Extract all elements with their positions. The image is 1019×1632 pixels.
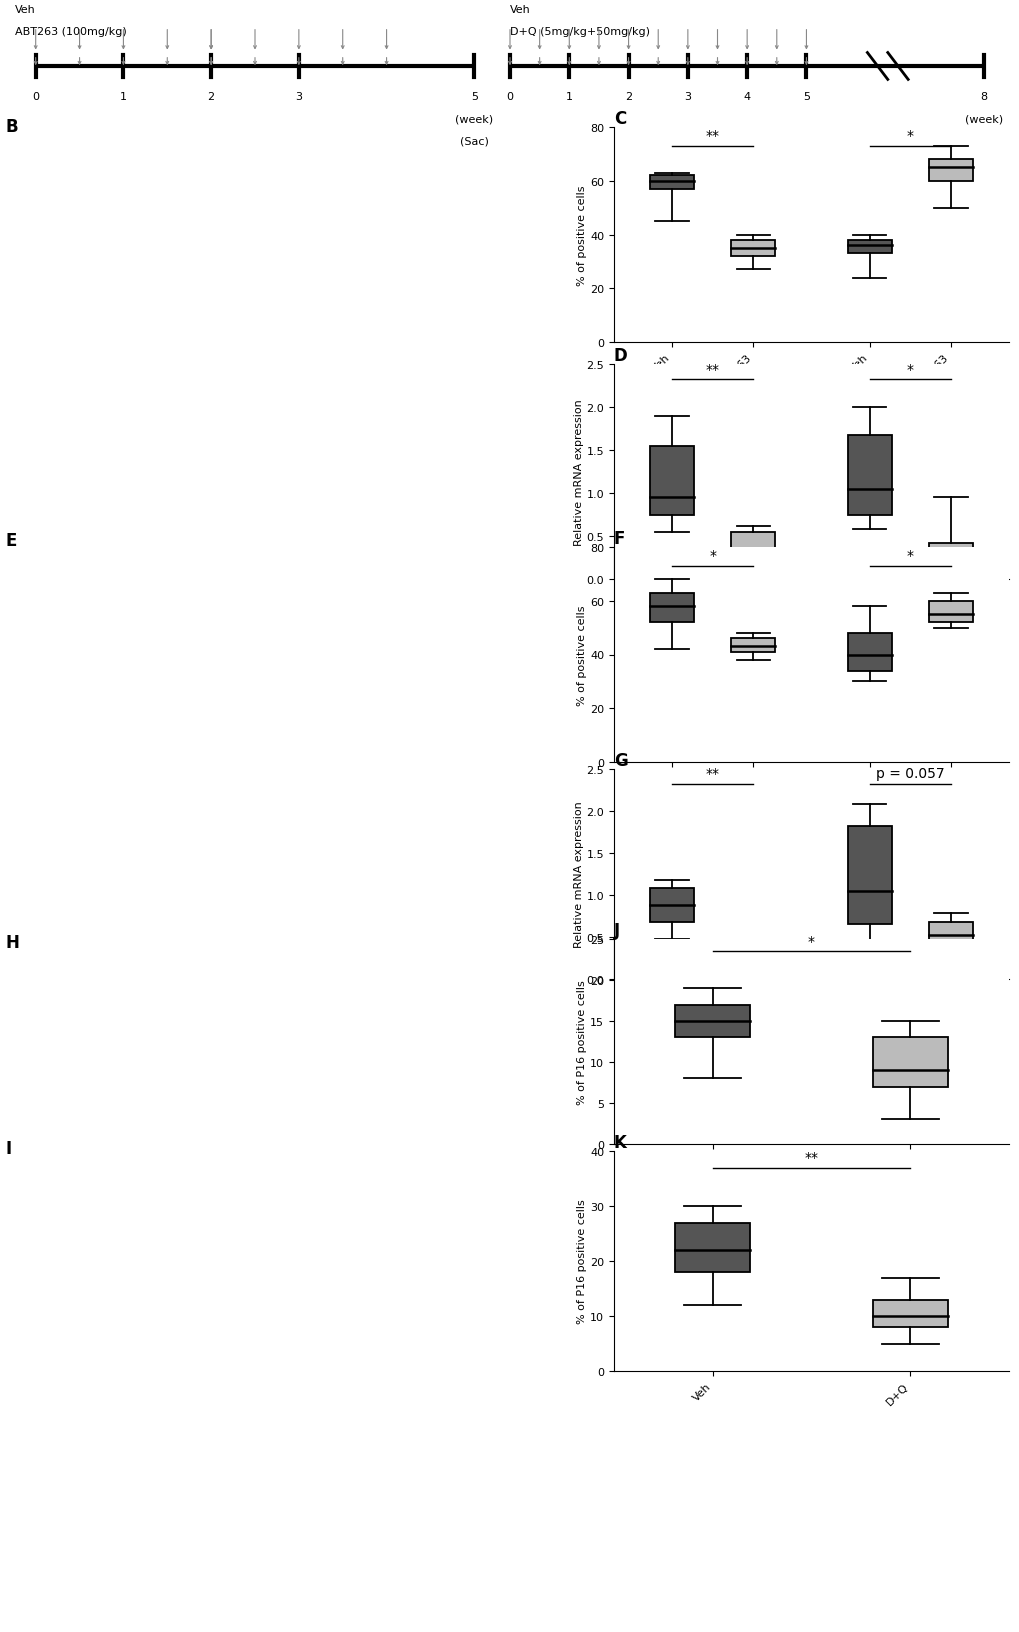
- Bar: [872, 1038, 947, 1087]
- Y-axis label: % of positive cells: % of positive cells: [577, 605, 587, 705]
- Bar: [928, 160, 972, 181]
- Bar: [928, 543, 972, 561]
- Bar: [847, 242, 891, 255]
- Bar: [847, 436, 891, 516]
- Bar: [649, 889, 694, 922]
- Bar: [731, 640, 774, 653]
- Text: 5: 5: [471, 91, 477, 101]
- Text: *: *: [708, 548, 715, 563]
- Bar: [872, 1299, 947, 1327]
- Text: (week): (week): [454, 114, 493, 124]
- Text: Veh: Veh: [510, 5, 530, 15]
- Text: 1: 1: [120, 91, 126, 101]
- Text: B: B: [6, 118, 18, 135]
- Text: D: D: [613, 346, 627, 364]
- Text: **: **: [804, 1151, 817, 1164]
- Text: *: *: [906, 129, 913, 144]
- Text: 4: 4: [743, 91, 750, 101]
- Text: (week): (week): [964, 114, 1003, 124]
- Y-axis label: Relative mRNA expression: Relative mRNA expression: [573, 398, 583, 545]
- Bar: [928, 601, 972, 623]
- Bar: [731, 956, 774, 966]
- Text: **: **: [705, 767, 719, 780]
- Bar: [675, 1222, 750, 1273]
- Text: D+Q (5mg/kg+50mg/kg): D+Q (5mg/kg+50mg/kg): [510, 26, 649, 36]
- Text: 3: 3: [296, 91, 302, 101]
- Text: **: **: [705, 362, 719, 377]
- Text: HMGB1: HMGB1: [883, 424, 935, 437]
- Text: C: C: [613, 109, 626, 127]
- Text: 3: 3: [684, 91, 691, 101]
- Text: (Sac): (Sac): [969, 137, 998, 147]
- Text: G: G: [613, 751, 627, 769]
- Text: F: F: [613, 529, 625, 547]
- Text: P16: P16: [699, 424, 726, 437]
- Text: 2: 2: [625, 91, 632, 101]
- Text: 0: 0: [506, 91, 513, 101]
- Bar: [847, 827, 891, 925]
- Bar: [731, 242, 774, 256]
- Bar: [675, 1005, 750, 1038]
- Text: ABT263 (100mg/kg): ABT263 (100mg/kg): [15, 26, 127, 36]
- Text: J: J: [613, 922, 620, 940]
- Text: HMGB1: HMGB1: [883, 844, 935, 857]
- Bar: [847, 633, 891, 671]
- Bar: [649, 447, 694, 516]
- Text: E: E: [6, 532, 17, 550]
- Text: IL1β: IL1β: [895, 661, 924, 674]
- Text: IL6: IL6: [899, 1059, 920, 1072]
- Y-axis label: % of P16 positive cells: % of P16 positive cells: [577, 1200, 587, 1324]
- Text: *: *: [906, 362, 913, 377]
- Text: Cdkn2a: Cdkn2a: [686, 1059, 738, 1072]
- Text: (Sac): (Sac): [460, 137, 488, 147]
- Text: p = 0.057: p = 0.057: [875, 767, 944, 780]
- Bar: [649, 594, 694, 623]
- Text: 8: 8: [980, 91, 986, 101]
- Bar: [928, 922, 972, 948]
- Text: *: *: [807, 934, 814, 948]
- Text: Cdkn2a: Cdkn2a: [686, 661, 738, 674]
- Text: 2: 2: [208, 91, 214, 101]
- Bar: [731, 532, 774, 571]
- Bar: [649, 176, 694, 189]
- Text: Veh: Veh: [15, 5, 36, 15]
- Y-axis label: % of positive cells: % of positive cells: [577, 184, 587, 286]
- Text: 5: 5: [802, 91, 809, 101]
- Text: K: K: [613, 1133, 627, 1151]
- Text: **: **: [705, 129, 719, 144]
- Y-axis label: % of P16 positive cells: % of P16 positive cells: [577, 979, 587, 1105]
- Text: *: *: [906, 548, 913, 563]
- Text: 0: 0: [33, 91, 39, 101]
- Text: H: H: [6, 934, 19, 951]
- Y-axis label: Relative mRNA expression: Relative mRNA expression: [573, 801, 583, 948]
- Text: 1: 1: [566, 91, 573, 101]
- Text: I: I: [6, 1139, 12, 1157]
- Text: P16: P16: [699, 844, 726, 857]
